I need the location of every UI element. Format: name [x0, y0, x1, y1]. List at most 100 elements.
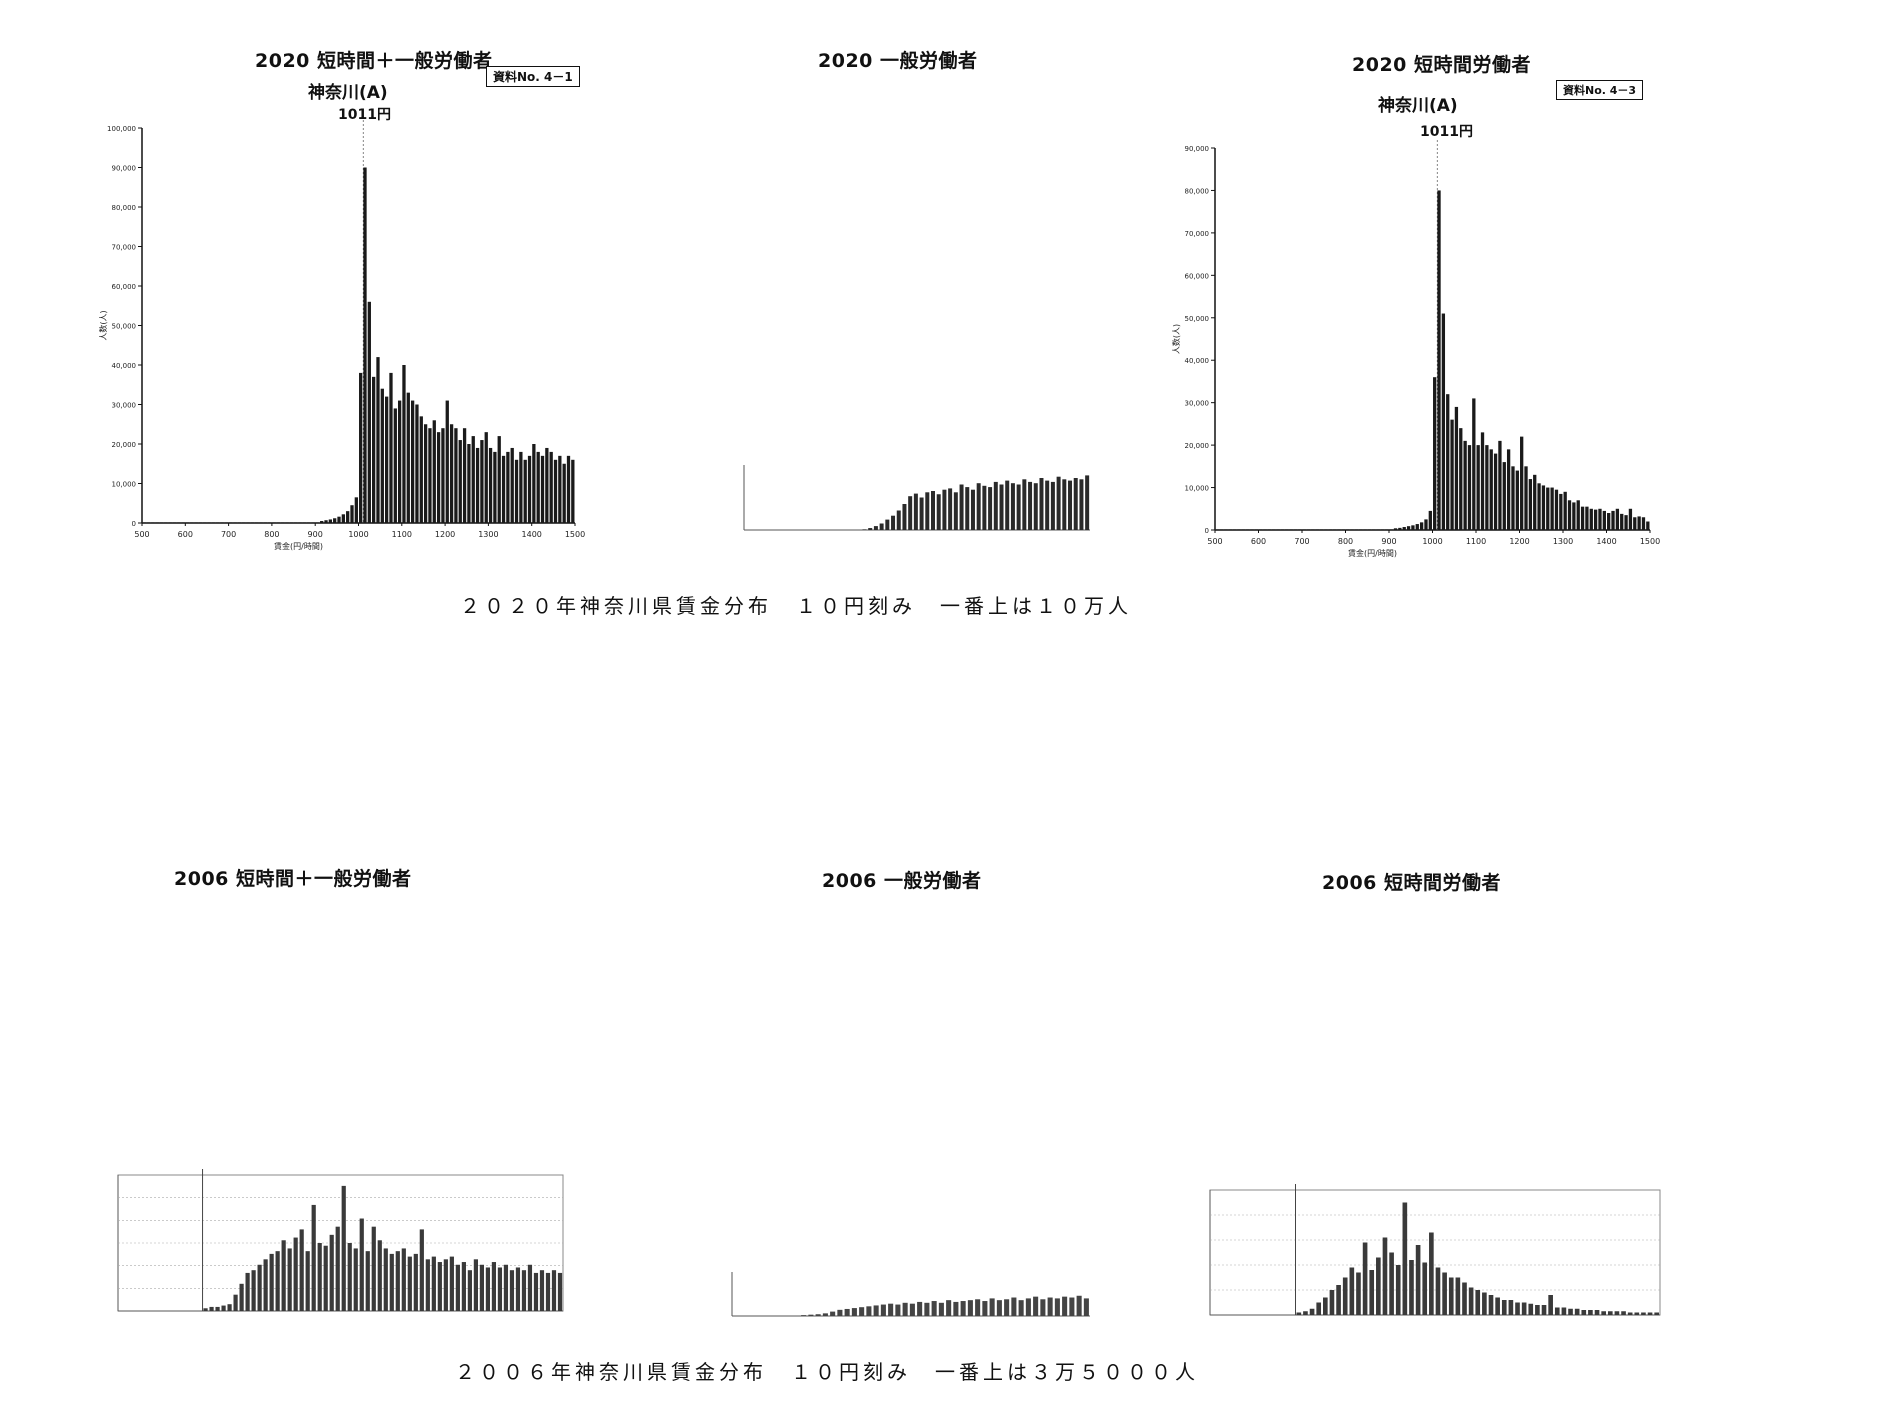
- histogram-bar: [532, 444, 536, 523]
- histogram-bar: [302, 522, 307, 523]
- histogram-bar: [1627, 1312, 1633, 1315]
- histogram-bar: [242, 522, 246, 523]
- histogram-bar: [185, 522, 190, 523]
- histogram-bar: [1025, 1298, 1031, 1316]
- y-tick-label: 60,000: [1185, 272, 1210, 280]
- histogram-bar: [1309, 1308, 1315, 1315]
- histogram-bar: [475, 447, 480, 523]
- histogram-bar: [449, 1256, 454, 1311]
- histogram-bar: [484, 432, 488, 523]
- histogram-bar: [407, 1256, 412, 1311]
- histogram-bar: [1634, 1312, 1640, 1315]
- region-label-2020-combined: 神奈川(A): [308, 83, 388, 103]
- chart-title-2020-combined: 2020 短時間＋一般労働者: [255, 50, 493, 72]
- x-axis-title: 賃金(円/時間): [1348, 548, 1397, 558]
- histogram-bar: [272, 522, 276, 523]
- histogram-bar: [1633, 517, 1637, 530]
- histogram-bar: [1085, 475, 1090, 530]
- histogram-bar: [159, 522, 164, 523]
- histogram-bar: [970, 489, 975, 530]
- histogram-bar: [1406, 526, 1411, 530]
- histogram-bar: [419, 1229, 424, 1311]
- histogram-bar: [471, 436, 475, 523]
- histogram-bar: [1515, 1302, 1520, 1315]
- histogram-bar: [1369, 1270, 1375, 1315]
- histogram-bar: [1459, 428, 1463, 530]
- histogram-bar: [540, 455, 545, 523]
- histogram-bar: [216, 522, 220, 523]
- histogram-bar: [1385, 529, 1389, 530]
- histogram-bar: [198, 522, 203, 523]
- histogram-bar: [462, 428, 467, 523]
- histogram-bar: [908, 496, 913, 530]
- histogram-bar: [432, 420, 436, 523]
- x-tick-label: 800: [264, 530, 279, 539]
- histogram-bar: [562, 463, 566, 523]
- histogram-bar: [1341, 529, 1345, 530]
- region-label-2020-part-time: 神奈川(A): [1378, 96, 1458, 116]
- y-tick-label: 40,000: [1185, 357, 1210, 365]
- histogram-bar: [1442, 1272, 1447, 1315]
- histogram-bar: [539, 1270, 545, 1311]
- histogram-bar: [259, 522, 263, 523]
- histogram-bar: [1628, 508, 1633, 530]
- histogram-bar: [1033, 1296, 1039, 1316]
- histogram-bar: [1541, 1305, 1547, 1315]
- histogram-bar: [1241, 529, 1245, 530]
- histogram-bar: [1054, 1298, 1060, 1316]
- histogram-bar: [1520, 436, 1524, 530]
- plot-frame: [1209, 1189, 1661, 1316]
- histogram-bar: [523, 459, 527, 523]
- y-axis-title: 人数(人): [98, 310, 108, 340]
- histogram-bar: [341, 514, 345, 523]
- histogram-bar: [305, 1251, 310, 1311]
- histogram-bar: [480, 440, 484, 523]
- histogram-bar: [320, 521, 324, 523]
- histogram-bar: [181, 522, 185, 523]
- histogram-2006-general: [731, 1272, 1090, 1317]
- histogram-bar: [1455, 1277, 1461, 1315]
- histogram-bar: [1508, 1300, 1514, 1315]
- histogram-bar: [896, 510, 901, 530]
- histogram-bar: [1389, 1252, 1394, 1315]
- histogram-bar: [315, 522, 320, 523]
- histogram-bar: [999, 484, 1004, 530]
- histogram-bar: [1563, 491, 1567, 530]
- y-axis-title: 人数(人): [1171, 324, 1181, 354]
- histogram-bar: [1476, 445, 1480, 530]
- histogram-bar: [1076, 1295, 1082, 1316]
- histogram-bar: [346, 511, 350, 523]
- histogram-bar: [1422, 1262, 1428, 1315]
- histogram-bar: [965, 487, 970, 530]
- histogram-bar: [443, 1259, 448, 1311]
- histogram-bar: [808, 1314, 814, 1316]
- x-tick-label: 900: [308, 530, 323, 539]
- chart-title-2006-part-time: 2006 短時間労働者: [1322, 872, 1501, 894]
- histogram-bar: [233, 1294, 238, 1311]
- x-tick-label: 600: [1251, 537, 1266, 546]
- x-tick-label: 600: [178, 530, 193, 539]
- x-axis-title: 賃金(円/時間): [274, 541, 323, 551]
- histogram-bar: [1572, 502, 1576, 530]
- histogram-bar: [1298, 529, 1302, 530]
- histogram-bar: [866, 1306, 872, 1316]
- y-tick-label: 100,000: [107, 125, 136, 133]
- histogram-bar: [1069, 1297, 1075, 1316]
- histogram-bar: [335, 1226, 340, 1311]
- histogram-2006-part-time: [1209, 1184, 1661, 1316]
- histogram-bar: [257, 1264, 262, 1311]
- min-wage-label-2020-part-time: 1011円: [1420, 124, 1473, 140]
- histogram-bar: [1354, 529, 1359, 530]
- histogram-bar: [1593, 509, 1598, 530]
- histogram-bar: [1359, 529, 1363, 530]
- histogram-bar: [461, 1262, 466, 1311]
- chart-title-2020-general: 2020 一般労働者: [818, 50, 978, 72]
- y-tick-label: 0: [1205, 527, 1209, 535]
- histogram-bar: [423, 424, 428, 523]
- histogram-bar: [1415, 1245, 1421, 1315]
- histogram-bar: [1580, 506, 1585, 530]
- histogram-bar: [503, 1264, 509, 1311]
- histogram-bar: [931, 1301, 937, 1316]
- histogram-bar: [377, 1240, 382, 1311]
- histogram-bar: [1382, 1237, 1388, 1315]
